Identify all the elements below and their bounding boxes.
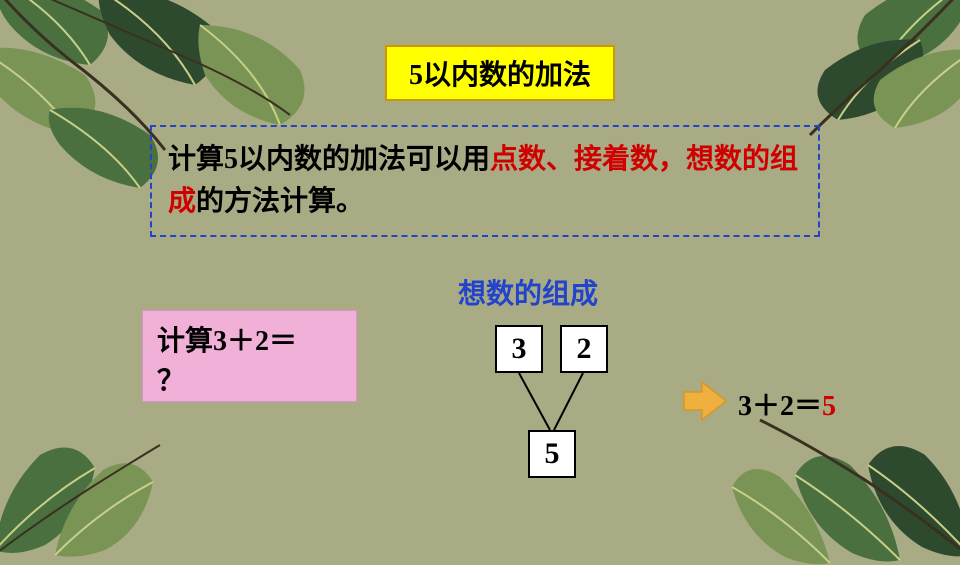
diagram-left-value: 3 (512, 332, 527, 366)
method-title: 想数的组成 (458, 272, 598, 312)
diagram-right-box: 2 (560, 325, 608, 373)
diagram-right-value: 2 (577, 332, 592, 366)
diagram-lines (495, 370, 610, 435)
result-expr: 3＋2＝ (738, 391, 822, 422)
calc-line2: ？ (157, 359, 342, 399)
title-text: 5以内数的加法 (409, 60, 591, 91)
diagram-bottom-value: 5 (545, 437, 560, 471)
arrow-icon (680, 380, 730, 422)
leaves-bottom-left (0, 390, 165, 560)
desc-part1: 计算5以内数的加法可以用 (168, 144, 490, 175)
description-box: 计算5以内数的加法可以用点数、接着数，想数的组成的方法计算。 (150, 125, 820, 237)
slide-title: 5以内数的加法 (385, 45, 615, 101)
calc-line1: 计算3＋2＝ (157, 319, 342, 359)
result-answer: 5 (822, 391, 836, 422)
diagram-left-box: 3 (495, 325, 543, 373)
calculation-box: 计算3＋2＝ ？ (142, 310, 357, 402)
result-expression: 3＋2＝5 (738, 384, 836, 424)
desc-part3: 的方法计算。 (196, 186, 364, 217)
diagram-bottom-box: 5 (528, 430, 576, 478)
